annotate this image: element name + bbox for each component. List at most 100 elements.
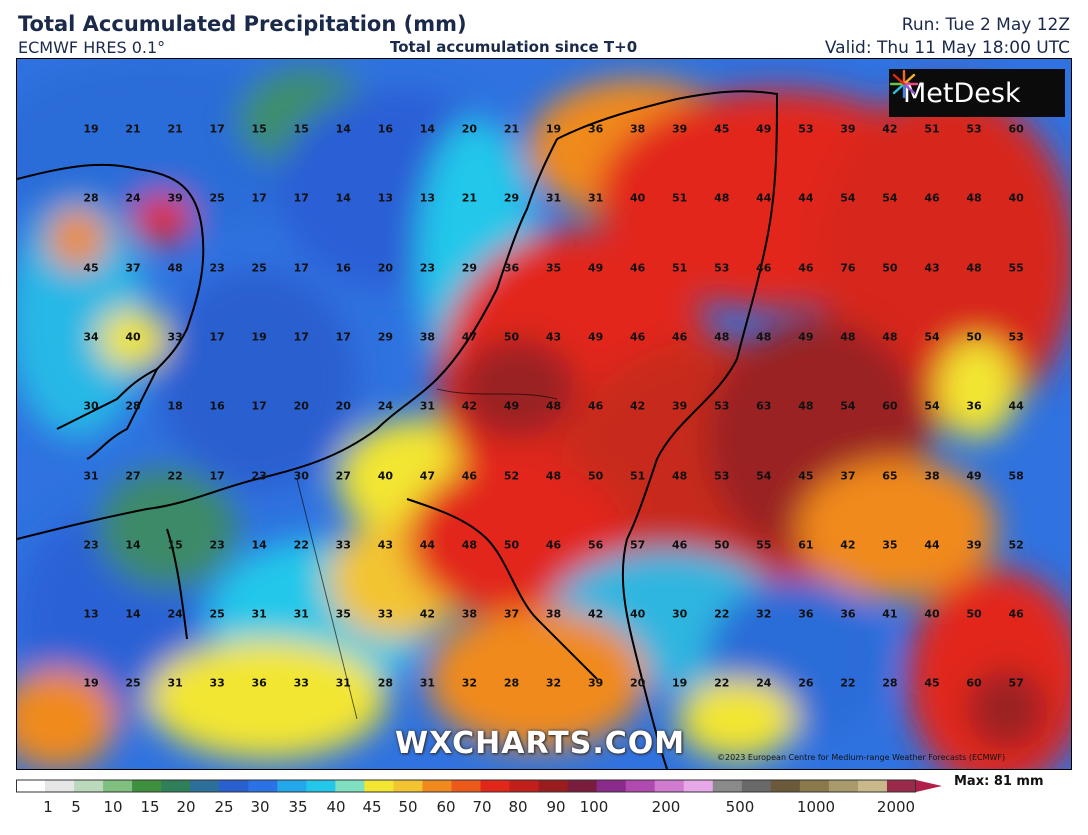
grid-value: 38 [629,122,646,136]
grid-value: 51 [672,191,688,205]
grid-value: 54 [840,191,856,205]
grid-value: 28 [125,399,141,413]
legend-tick-label: 25 [214,798,234,816]
grid-value: 49 [966,469,982,482]
grid-value: 42 [461,399,478,413]
legend-tick-label: 100 [579,798,609,816]
grid-value: 48 [545,469,562,482]
grid-value: 53 [714,399,730,413]
grid-value: 17 [335,330,351,344]
grid-value: 40 [629,191,646,205]
grid-value: 53 [798,122,814,136]
grid-value: 17 [209,122,225,136]
grid-value: 23 [209,538,225,552]
model-label: ECMWF HRES 0.1° [18,38,166,57]
grid-value: 49 [503,399,520,413]
grid-value: 28 [503,676,520,690]
grid-value: 14 [335,191,351,205]
grid-value: 43 [924,261,940,275]
grid-value: 18 [167,399,183,413]
grid-value: 43 [377,538,393,552]
legend-tick-label: 200 [651,798,681,816]
legend-tick-label: 30 [250,798,270,816]
grid-value: 28 [882,676,898,690]
grid-value: 24 [377,399,393,413]
grid-value: 16 [377,122,393,136]
grid-value: 24 [125,191,141,205]
colorbar-segment [509,780,540,792]
grid-value: 36 [966,399,982,413]
grid-value: 23 [251,469,267,482]
grid-value: 76 [840,261,856,275]
grid-value: 33 [167,330,183,344]
grid-value: 33 [293,676,309,690]
grid-value: 40 [1008,191,1024,205]
grid-value: 31 [587,191,604,205]
grid-value: 21 [461,191,478,205]
grid-value: 53 [714,469,730,482]
grid-value: 50 [587,469,604,482]
grid-value: 44 [1008,399,1024,413]
grid-value: 13 [419,191,436,205]
grid-value: 54 [924,399,940,413]
grid-value: 46 [629,330,646,344]
ecmwf-copyright: ©2023 European Centre for Medium-range W… [717,753,1006,762]
grid-value: 51 [924,122,940,136]
grid-value: 34 [83,330,99,344]
colorbar-arrow [916,780,942,792]
grid-value: 48 [756,330,772,344]
grid-value: 14 [251,538,267,552]
grid-value: 16 [335,261,351,275]
grid-value: 40 [924,607,940,621]
colorbar-segment [857,780,888,792]
grid-value: 23 [83,538,99,552]
colorbar-segment [828,780,859,792]
grid-value: 48 [882,330,898,344]
colorbar-segment [886,780,917,792]
grid-value: 21 [125,122,141,136]
colorbar-segment [74,780,104,792]
grid-value: 48 [714,330,730,344]
grid-value: 14 [335,122,351,136]
grid-value: 51 [629,469,646,482]
grid-value: 61 [798,538,814,552]
grid-value: 29 [377,330,393,344]
grid-value: 38 [419,330,436,344]
grid-value: 57 [1008,676,1024,690]
grid-value: 46 [629,261,646,275]
grid-value: 17 [209,330,225,344]
grid-value: 22 [167,469,183,482]
grid-value: 42 [882,122,898,136]
colorbar-segment [16,780,46,792]
grid-value: 33 [209,676,225,690]
grid-value: 23 [419,261,436,275]
grid-value: 14 [125,607,141,621]
metdesk-starburst-icon [889,69,919,99]
grid-value: 20 [461,122,478,136]
grid-value: 46 [1008,607,1024,621]
grid-value: 30 [672,607,688,621]
grid-value: 43 [545,330,562,344]
grid-value: 25 [125,676,141,690]
colorbar-segment [219,780,249,792]
grid-value: 53 [714,261,730,275]
colorbar-segment [277,780,307,792]
grid-value: 17 [293,261,309,275]
grid-value: 48 [798,399,814,413]
grid-value: 53 [1008,330,1024,344]
legend-colorbar [16,779,942,793]
metdesk-logo-text: MetDesk [903,77,1021,109]
grid-value: 19 [672,676,688,690]
grid-value: 29 [503,191,520,205]
grid-value: 48 [545,399,562,413]
grid-value: 17 [293,191,309,205]
legend-tick-label: 80 [508,798,528,816]
grid-value: 22 [714,676,730,690]
colorbar-segment [103,780,133,792]
colorbar-segment [538,780,569,792]
grid-value: 19 [83,122,99,136]
colorbar-segment [770,780,801,792]
colorbar-border [16,779,916,793]
legend-tick-label: 45 [362,798,382,816]
grid-value: 63 [756,399,772,413]
